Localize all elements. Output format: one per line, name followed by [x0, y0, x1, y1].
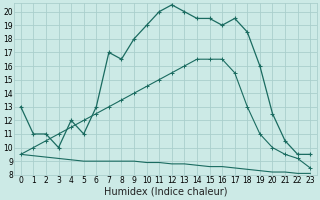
X-axis label: Humidex (Indice chaleur): Humidex (Indice chaleur)	[104, 187, 227, 197]
